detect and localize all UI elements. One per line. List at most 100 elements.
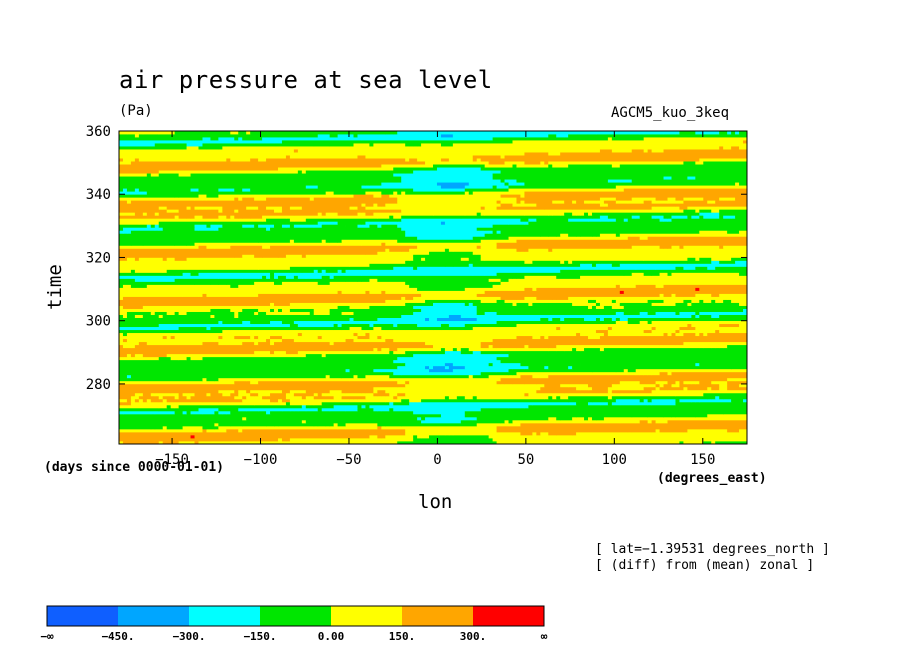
heatmap-cell (289, 167, 307, 171)
heatmap-cell (289, 323, 299, 328)
x-tick-label: 150 (690, 452, 715, 468)
heatmap-cell (349, 281, 354, 285)
heatmap-cell (178, 440, 183, 444)
heatmap-cell (166, 311, 176, 315)
heatmap-cell (250, 209, 263, 213)
heatmap-cell (377, 347, 382, 352)
heatmap-cell (361, 272, 474, 276)
heatmap-cell (568, 398, 581, 403)
heatmap-cell (619, 320, 629, 325)
heatmap-cell (480, 290, 486, 294)
heatmap-cell (687, 326, 692, 331)
heatmap-cell (337, 392, 342, 397)
heatmap-cell (421, 413, 442, 418)
heatmap-cell (353, 395, 358, 400)
heatmap-cell (731, 131, 736, 135)
heatmap-cell (520, 218, 529, 222)
heatmap-cell (627, 362, 649, 367)
heatmap-cell (739, 260, 747, 264)
heatmap-cell (743, 140, 747, 144)
heatmap-cell (476, 317, 517, 322)
heatmap-cell (130, 278, 136, 282)
heatmap-cell (480, 155, 494, 159)
heatmap-cell (484, 257, 645, 261)
heatmap-cell (500, 179, 505, 183)
heatmap-cell (536, 380, 589, 385)
heatmap-cell (397, 365, 426, 370)
heatmap-cell (723, 395, 747, 400)
heatmap-cell (599, 347, 605, 352)
heatmap-cell (381, 347, 390, 352)
heatmap-cell (146, 398, 152, 403)
heatmap-cell (512, 209, 529, 213)
heatmap-cell (357, 212, 366, 216)
heatmap-cell (134, 212, 144, 216)
heatmap-cell (643, 332, 649, 337)
heatmap-cell (715, 209, 720, 213)
heatmap-cell (333, 404, 342, 409)
heatmap-cell (305, 395, 311, 400)
heatmap-cell (580, 329, 585, 334)
heatmap-cell (365, 191, 382, 195)
heatmap-cell (464, 365, 470, 370)
heatmap-cell (242, 323, 275, 328)
heatmap-cell (154, 212, 160, 216)
heatmap-cell (393, 266, 402, 270)
heatmap-cell (739, 233, 747, 237)
heatmap-cell (329, 191, 335, 195)
heatmap-cell (186, 173, 191, 177)
heatmap-cell (218, 209, 223, 213)
heatmap-cell (174, 272, 183, 276)
heatmap-cell (615, 317, 621, 322)
heatmap-cell (508, 320, 601, 325)
heatmap-cell (401, 131, 410, 135)
heatmap-cell (552, 302, 557, 306)
heatmap-cell (373, 212, 394, 216)
colorbar-label: 0.00 (318, 630, 345, 643)
heatmap-cell (349, 377, 442, 382)
heatmap-cell (174, 194, 180, 198)
heatmap-cell (735, 182, 740, 186)
heatmap-cell (476, 155, 482, 159)
heatmap-cell (389, 338, 394, 343)
heatmap-cell (254, 206, 259, 210)
colorbar-swatch (118, 606, 189, 626)
run-label: AGCM5_kuo_3keq (611, 105, 730, 121)
heatmap-cell (472, 344, 482, 349)
heatmap-cell (381, 239, 386, 243)
heatmap-cell (337, 425, 346, 430)
heatmap-cell (210, 206, 223, 210)
heatmap-cell (647, 197, 656, 201)
heatmap-cell (206, 314, 211, 318)
heatmap-cell (687, 131, 696, 135)
heatmap-cell (683, 158, 696, 162)
heatmap-cell (119, 257, 128, 261)
heatmap-cell (695, 314, 700, 318)
heatmap-cell (313, 422, 319, 427)
heatmap-cell (281, 407, 291, 412)
heatmap-cell (266, 338, 271, 343)
heatmap-cell (588, 134, 605, 138)
heatmap-cell (270, 275, 275, 279)
heatmap-cell (218, 410, 223, 415)
heatmap-cell (385, 302, 398, 306)
heatmap-cell (528, 365, 545, 370)
heatmap-cell (468, 347, 549, 352)
heatmap-cell (743, 398, 747, 403)
heatmap-cell (448, 347, 454, 352)
heatmap-cell (142, 341, 148, 346)
heatmap-cell (723, 401, 732, 406)
heatmap-cell (262, 245, 271, 249)
heatmap-cell (512, 203, 537, 207)
heatmap-cell (274, 323, 283, 328)
heatmap-cell (623, 203, 652, 207)
heatmap-cell (178, 173, 187, 177)
heatmap-cell (417, 323, 442, 328)
heatmap-cell (361, 137, 494, 141)
heatmap-cell (194, 215, 199, 219)
heatmap-cell (607, 386, 613, 391)
heatmap-cell (142, 353, 156, 358)
heatmap-cell (353, 191, 366, 195)
heatmap-cell (627, 371, 637, 376)
heatmap-cell (739, 326, 747, 331)
